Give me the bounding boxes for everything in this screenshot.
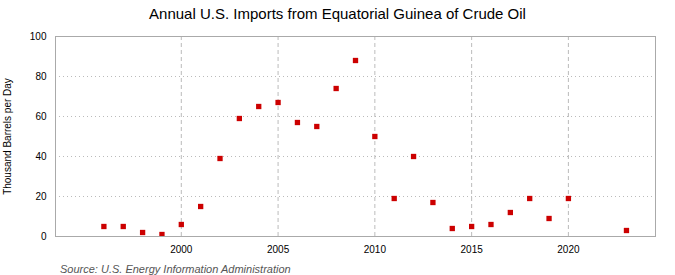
svg-text:2000: 2000 [170,244,193,255]
html-text:Annual U.S. Imports from Equat: Annual U.S. Imports from Equatorial Guin… [149,5,526,22]
svg-text:40: 40 [35,151,47,162]
svg-text:2020: 2020 [557,244,580,255]
svg-text:2005: 2005 [267,244,290,255]
svg-text:100: 100 [30,31,47,42]
html-text:Source: U.S. Energy Informatio: Source: U.S. Energy Information Administ… [60,263,291,275]
svg-text:2010: 2010 [364,244,387,255]
svg-text:20: 20 [35,191,47,202]
svg-text:80: 80 [35,71,47,82]
svg-text:Thousand Barrels per Day: Thousand Barrels per Day [2,78,13,195]
svg-text:2015: 2015 [461,244,484,255]
svg-text:60: 60 [35,111,47,122]
svg-text:0: 0 [41,231,47,242]
